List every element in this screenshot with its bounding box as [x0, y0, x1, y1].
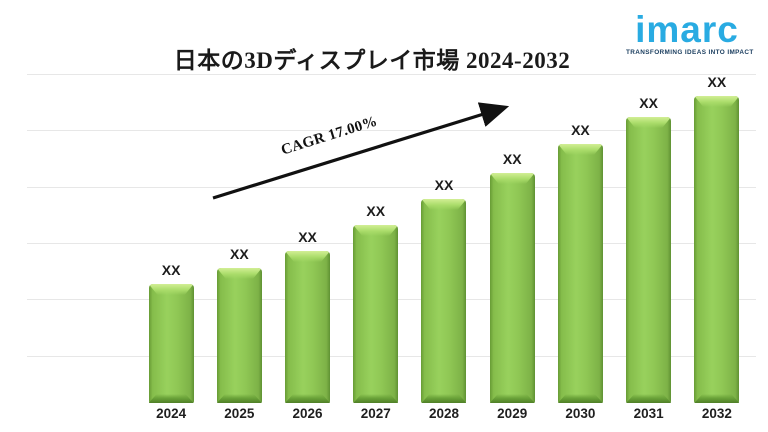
bar-column-2026: XX	[273, 74, 341, 403]
x-axis-label-2031: 2031	[633, 406, 664, 421]
imarc-logo-text: imarc	[635, 9, 739, 50]
bar-column-2028: XX	[410, 74, 478, 403]
bar-value-label-2032: XX	[707, 74, 727, 90]
bar-2029	[489, 173, 535, 403]
bar-value-label-2031: XX	[639, 95, 658, 111]
bars-row: XX XX XX XX XX XX XX XX XX	[137, 74, 751, 403]
bar-value-label-2027: XX	[366, 203, 386, 219]
x-axis-label-2025: 2025	[224, 406, 255, 421]
bar-column-2030: XX	[546, 74, 614, 403]
bar-value-label-2030: XX	[571, 122, 590, 138]
x-axis-label-2026: 2026	[292, 406, 323, 421]
imarc-logo: imarc TRANSFORMING IDEAS INTO IMPACT	[626, 9, 754, 57]
bar-2024	[148, 284, 194, 403]
chart-title: 日本の3Dディスプレイ市場 2024-2032	[173, 48, 571, 74]
x-axis-label-2027: 2027	[360, 406, 391, 421]
x-axis-label-2030: 2030	[565, 406, 596, 421]
bar-value-label-2029: XX	[502, 151, 522, 167]
bar-2030	[557, 144, 603, 403]
bar-2032	[694, 96, 740, 403]
x-axis-label-2028: 2028	[428, 406, 459, 421]
bar-2027	[353, 225, 399, 403]
bar-column-2029: XX	[478, 74, 546, 403]
gridline	[27, 74, 756, 75]
x-axis-label-2024: 2024	[156, 406, 187, 421]
bar-value-label-2026: XX	[298, 229, 317, 245]
bar-column-2031: XX	[615, 74, 683, 403]
bar-2028	[421, 199, 467, 403]
bar-column-2027: XX	[342, 74, 410, 403]
bar-value-label-2024: XX	[161, 262, 181, 278]
years-row: 2024 2025 2026 2027 2028 2029 2030 2031 2032	[137, 406, 751, 421]
bar-column-2025: XX	[205, 74, 273, 403]
bar-value-label-2028: XX	[434, 177, 454, 193]
x-axis-label-2029: 2029	[497, 406, 528, 421]
imarc-logo-tagline: TRANSFORMING IDEAS INTO IMPACT	[626, 49, 754, 57]
bar-value-label-2025: XX	[229, 246, 249, 262]
bar-column-2024: XX	[137, 74, 205, 403]
bar-2025	[216, 268, 262, 403]
bar-2026	[285, 251, 331, 403]
x-axis-label-2032: 2032	[701, 406, 732, 421]
bar-column-2032: XX	[683, 74, 751, 403]
bar-2031	[626, 117, 672, 403]
